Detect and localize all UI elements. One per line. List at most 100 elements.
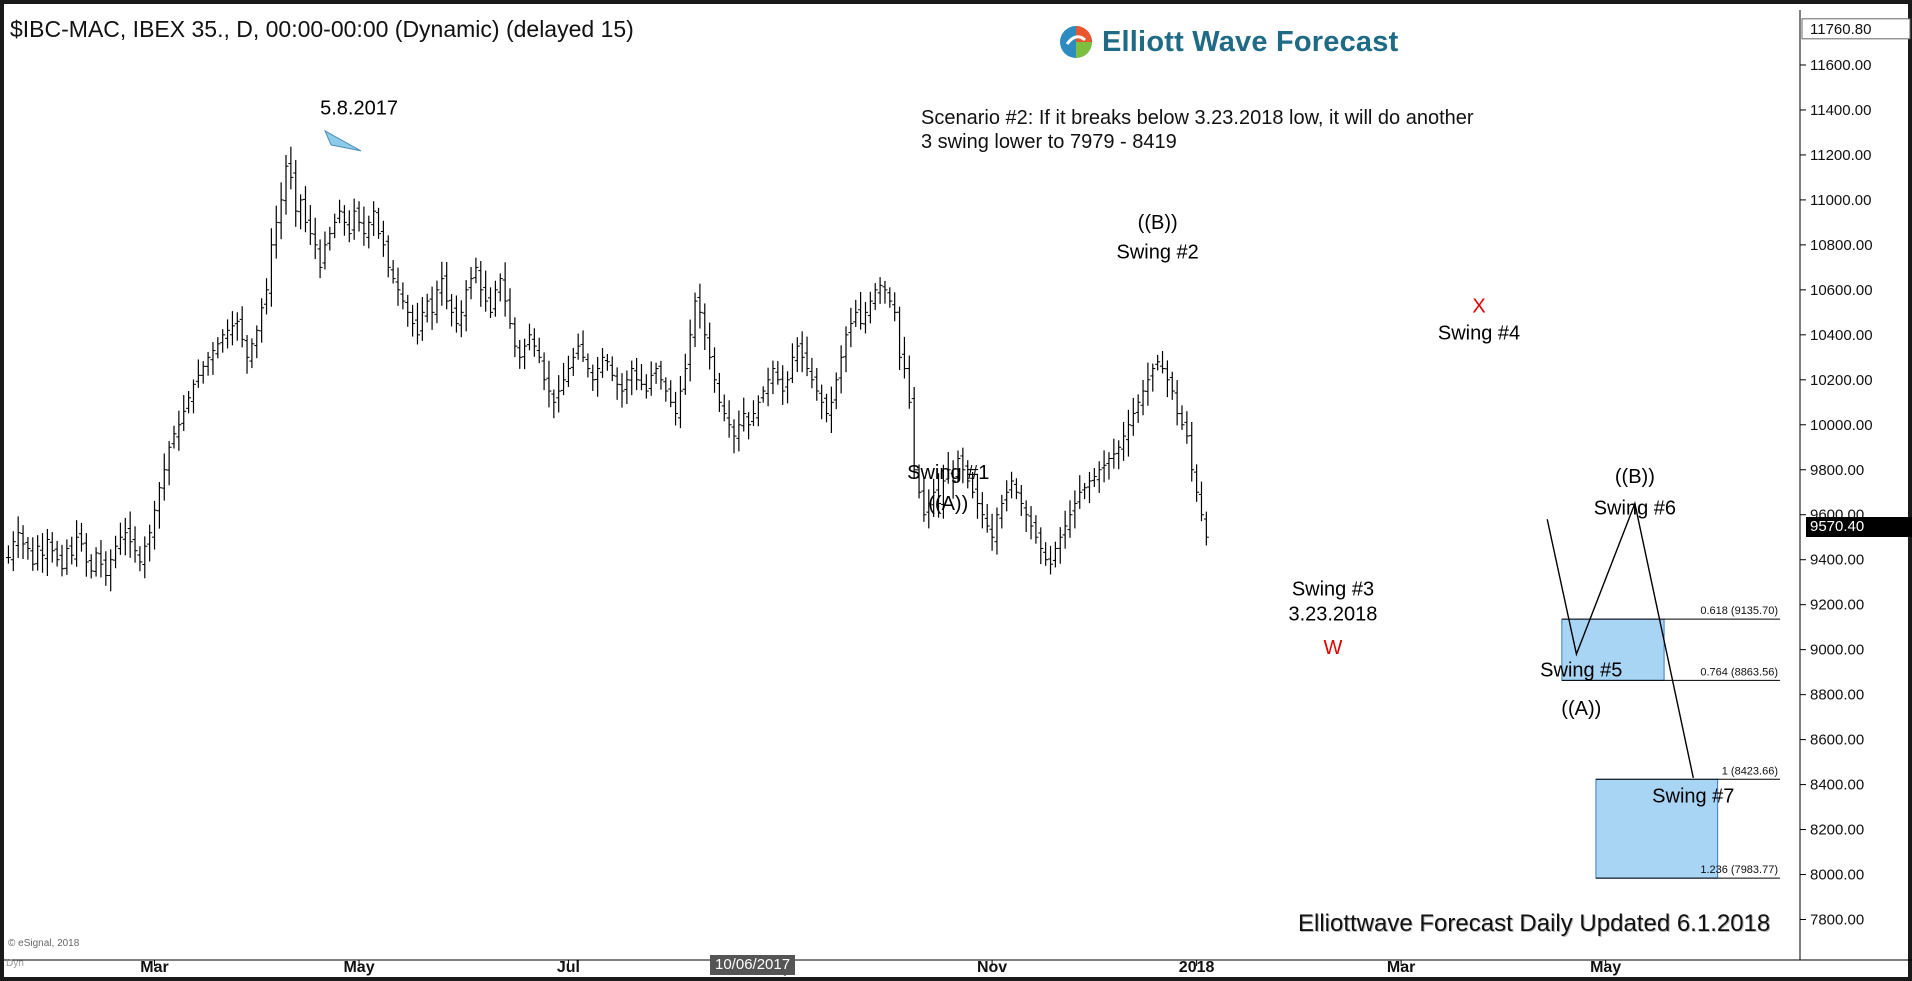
ohlc-bar [83,533,89,577]
ohlc-bar [906,355,912,409]
ohlc-bar [205,351,211,376]
ohlc-bar [122,517,128,556]
ohlc-bar [414,302,420,345]
ohlc-bar [449,294,455,327]
ohlc-bar [483,270,489,312]
ohlc-bar [1028,506,1034,540]
ohlc-bar [1082,482,1088,500]
ohlc-bar [799,331,805,373]
ohlc-bar [629,360,635,396]
ohlc-bar [259,298,265,343]
ohlc-bar [78,522,84,552]
ohlc-bar [54,540,60,567]
ohlc-bar [712,347,718,393]
ohlc-bar [750,400,756,427]
ohlc-bar [346,210,352,243]
ohlc-bar [828,386,834,433]
x-tick-label: Nov [977,959,1007,976]
ohlc-bar [264,278,270,315]
ohlc-bar [302,186,308,233]
ohlc-bar [1013,478,1019,500]
ohlc-bar [458,300,464,338]
y-tick-label: 8200.00 [1810,822,1864,839]
ohlc-bar [1048,545,1054,575]
ohlc-bar [312,217,318,260]
ohlc-bar [736,410,742,452]
ohlc-bar [911,386,917,478]
ohlc-bar [1004,480,1010,512]
ohlc-bar [526,323,532,351]
date-crosshair-label: 10/06/2017 [710,955,796,975]
ohlc-bar [400,282,406,310]
fib-level-label: 1 (8423.66) [1722,765,1778,777]
ohlc-bar [916,464,922,499]
ohlc-bar [921,477,927,522]
scenario-line-2: 3 swing lower to 7979 - 8419 [921,131,1177,153]
annotation-swing-1-degree: ((A)) [928,493,968,515]
ohlc-bar [390,260,396,284]
ohlc-bar [288,146,294,190]
ohlc-bar [293,159,299,227]
ohlc-bar [273,205,279,259]
ohlc-bar [692,292,698,347]
ohlc-bar [1111,438,1117,469]
ohlc-bar [181,395,187,431]
ohlc-bar [561,362,567,396]
ohlc-bar [945,452,951,484]
ohlc-bar [317,239,323,279]
ohlc-bar [10,531,16,572]
ohlc-bar [380,220,386,257]
ohlc-bar [88,554,94,579]
ohlc-bar [721,394,727,422]
x-tick-label: May [343,959,374,976]
ohlc-bar [1150,363,1156,392]
ohlc-bar [1096,461,1102,493]
ohlc-bar [492,280,498,317]
annotation-swing-5: Swing #5 [1540,660,1622,682]
ohlc-bar [268,228,274,307]
ohlc-bar [999,494,1005,529]
ohlc-bar [351,198,357,240]
ohlc-bar [970,471,976,499]
ohlc-bar [1184,411,1190,444]
ohlc-bar [371,201,377,237]
ohlc-bar [780,365,786,405]
ohlc-bar [794,337,800,372]
ohlc-bar [1101,450,1107,483]
y-tick-label: 10000.00 [1810,417,1873,434]
ohlc-bar [244,335,250,374]
ohlc-bar [239,306,245,348]
ohlc-bar [838,345,844,394]
ohlc-bar [536,337,542,364]
ohlc-bar [395,267,401,306]
ohlc-bar [137,546,143,572]
ohlc-bar [682,353,688,395]
ohlc-bar [215,337,221,359]
ohlc-bar [1018,485,1024,516]
ohlc-bar [488,287,494,319]
ohlc-bar [600,348,606,378]
ohlc-bar [901,336,907,379]
ohlc-bar [765,367,771,407]
esignal-copyright: © eSignal, 2018 [8,938,80,949]
ohlc-bar [858,291,864,330]
y-tick-label: 8400.00 [1810,777,1864,794]
ohlc-bar [25,537,31,560]
y-tick-label: 10400.00 [1810,327,1873,344]
ohlc-bar [1062,510,1068,549]
x-tick-label: Jul [557,959,580,976]
ohlc-bar [668,380,674,408]
footer-update-note: Elliottwave Forecast Daily Updated 6.1.2… [1298,910,1771,937]
ohlc-bar [760,386,766,403]
ohlc-bar [726,400,732,438]
annotation-swing-6: Swing #6 [1594,498,1676,520]
ohlc-bar [819,384,825,420]
ohlc-bar [546,360,552,408]
ohlc-bar [307,205,313,245]
ohlc-bar [892,292,898,322]
annotation-x-label: X [1472,295,1485,317]
fib-level-label: 1.236 (7983.77) [1700,864,1778,876]
ohlc-bar [171,425,177,449]
